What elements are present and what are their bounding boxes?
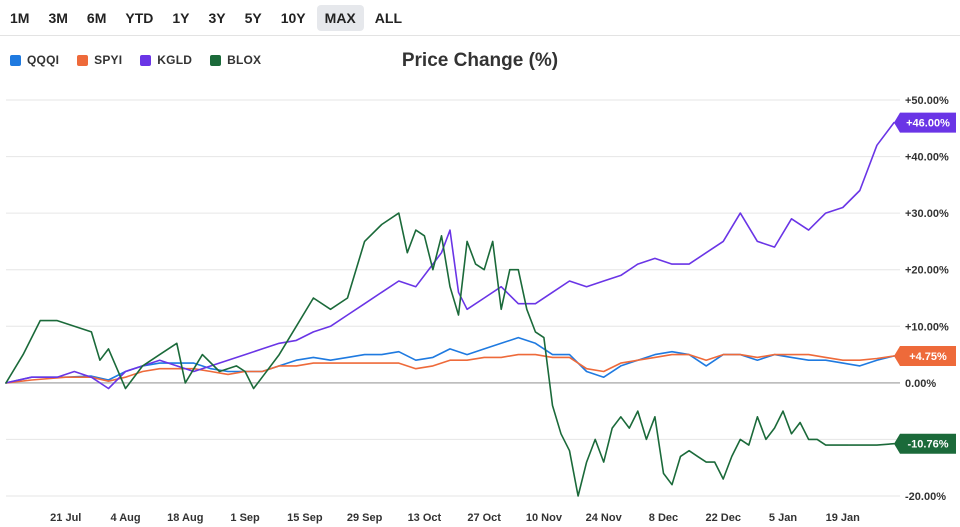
legend-label-qqqi: QQQI	[27, 53, 60, 67]
range-button-ytd[interactable]: YTD	[117, 5, 161, 31]
range-button-max[interactable]: MAX	[316, 4, 364, 31]
y-tick-label: +10.00%	[905, 321, 949, 333]
range-button-all[interactable]: ALL	[367, 5, 410, 31]
time-range-toolbar: 1M 3M 6M YTD 1Y 3Y 5Y 10Y MAX ALL	[0, 0, 960, 36]
x-tick-label: 19 Jan	[826, 512, 861, 524]
x-tick-label: 15 Sep	[287, 512, 323, 524]
y-tick-label: +50.00%	[905, 95, 949, 107]
range-button-10y[interactable]: 10Y	[273, 5, 314, 31]
legend-label-blox: BLOX	[227, 53, 262, 67]
range-button-1m[interactable]: 1M	[2, 5, 37, 31]
legend-item-kgld[interactable]: KGLD	[140, 53, 192, 67]
badge-shape	[894, 345, 956, 366]
series-line-blox	[5, 212, 895, 497]
x-tick-label: 21 Jul	[50, 512, 81, 524]
y-tick-label: +30.00%	[905, 208, 949, 220]
x-tick-label: 29 Sep	[347, 512, 383, 524]
range-button-3m[interactable]: 3M	[40, 5, 75, 31]
legend-swatch-kgld	[140, 54, 152, 66]
chart-title: Price Change (%)	[401, 50, 559, 71]
badge-label: +4.75%	[909, 351, 947, 363]
y-tick-label: +20.00%	[905, 265, 949, 277]
range-button-3y[interactable]: 3Y	[200, 5, 233, 31]
x-tick-label: 24 Nov	[586, 512, 623, 524]
series-line-qqqi	[5, 336, 895, 384]
legend-swatch-spyi	[77, 54, 89, 66]
badge-label: -10.76%	[908, 439, 949, 451]
chart-legend: QQQI SPYI KGLD BLOX	[10, 53, 279, 67]
y-tick-label: 0.00%	[905, 378, 936, 390]
x-tick-label: 5 Jan	[769, 512, 797, 524]
x-tick-label: 10 Nov	[526, 512, 563, 524]
x-tick-label: 1 Sep	[230, 512, 260, 524]
range-button-5y[interactable]: 5Y	[237, 5, 270, 31]
series-line-kgld	[5, 121, 895, 390]
x-tick-label: 13 Oct	[408, 512, 442, 524]
legend-swatch-qqqi	[10, 54, 21, 66]
legend-item-blox[interactable]: BLOX	[210, 53, 261, 67]
legend-label-kgld: KGLD	[157, 53, 193, 67]
x-tick-label: 4 Aug	[110, 512, 140, 524]
legend-item-qqqi[interactable]: QQQI	[10, 53, 59, 67]
x-tick-label: 22 Dec	[705, 512, 740, 524]
legend-swatch-blox	[210, 54, 222, 66]
last-value-badge-kgld: +46.00%	[894, 112, 956, 133]
x-tick-label: 18 Aug	[167, 512, 203, 524]
range-button-6m[interactable]: 6M	[79, 5, 114, 31]
x-tick-label: 27 Oct	[467, 512, 501, 524]
range-button-1y[interactable]: 1Y	[164, 5, 197, 31]
y-tick-label: -20.00%	[905, 491, 946, 503]
last-value-badge-spyi: +4.75%	[894, 345, 956, 366]
last-value-badge-blox: -10.76%	[894, 433, 956, 454]
x-tick-label: 8 Dec	[649, 512, 678, 524]
badge-label: +46.00%	[906, 118, 950, 130]
legend-label-spyi: SPYI	[94, 53, 123, 67]
badge-shape	[894, 433, 956, 454]
legend-item-spyi[interactable]: SPYI	[77, 53, 122, 67]
y-tick-label: +40.00%	[905, 152, 949, 164]
badge-shape	[894, 112, 956, 133]
